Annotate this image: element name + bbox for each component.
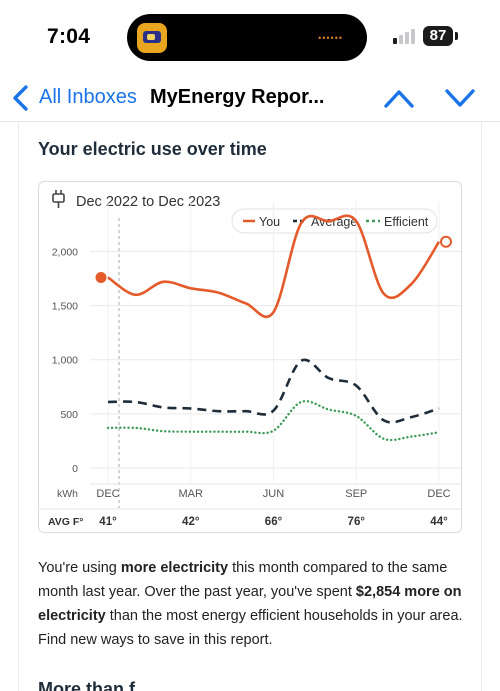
mail-navigation-bar: All Inboxes MyEnergy Repor... [0, 74, 500, 122]
legend-efficient-label: Efficient [384, 215, 429, 229]
y-tick-label: 500 [60, 409, 78, 421]
temperature-value: 76° [348, 516, 366, 528]
temperature-value: 41° [99, 516, 117, 528]
usage-summary-text: You're using more electricity this month… [38, 556, 468, 652]
series-end-point [440, 235, 452, 248]
series-line-efficient [106, 399, 441, 442]
x-tick-label: JUN [263, 488, 284, 500]
chart-series [95, 214, 452, 442]
live-activity-dots-icon: •••••• [318, 33, 343, 43]
x-tick-label: DEC [427, 488, 450, 500]
status-bar: 7:04 •••••• 87 [0, 0, 500, 74]
electric-use-chart: Dec 2022 to Dec 2023 You Average Efficie… [38, 181, 462, 533]
battery-level: 87 [423, 26, 453, 46]
cellular-signal-icon [393, 28, 417, 44]
x-tick-label: MAR [179, 488, 204, 500]
legend-you-label: You [259, 215, 280, 229]
chart-grid [90, 202, 461, 508]
back-chevron-icon[interactable] [10, 84, 32, 112]
summary-bold-2: $2,854 more on electricity [38, 584, 462, 624]
temperature-row-label: AVG F° [48, 516, 84, 528]
summary-text-3: than the most energy efficient household… [38, 608, 463, 648]
next-section-title: More than f... [38, 679, 150, 691]
summary-text-1: You're using [38, 560, 121, 576]
summary-bold-1: more electricity [120, 560, 229, 576]
chart-period: Dec 2022 to Dec 2023 [76, 194, 220, 210]
series-start-point [95, 271, 107, 283]
summary-text-2: this month compared to the same month la… [38, 560, 448, 600]
y-tick-label: 1,000 [52, 355, 78, 367]
series-line-you [107, 214, 441, 319]
back-to-inboxes-button[interactable]: All Inboxes [39, 86, 137, 108]
x-tick-label: SEP [345, 488, 367, 500]
y-tick-label: 1,500 [52, 301, 78, 313]
y-tick-label: 0 [72, 463, 78, 475]
next-message-chevron-down-icon[interactable] [443, 84, 477, 112]
live-activity-app-icon[interactable] [137, 23, 167, 53]
x-tick-label: DEC [96, 488, 119, 500]
y-tick-label: 2,000 [52, 246, 78, 258]
temperature-values: 41° 42° 66° 76° 44° [99, 516, 448, 528]
temperature-value: 42° [182, 516, 200, 528]
email-content-card [18, 122, 482, 691]
chart-axis-ticks: 0 500 1,000 1,500 2,000 kWh DEC MAR JUN SEP DEC [52, 246, 451, 500]
section-title: Your electric use over time [38, 139, 267, 159]
previous-message-chevron-up-icon[interactable] [382, 84, 416, 112]
battery-cap-icon [455, 32, 458, 40]
series-line-average [107, 358, 440, 424]
dynamic-island[interactable]: •••••• [127, 14, 367, 61]
temperature-value: 44° [430, 516, 448, 528]
y-axis-unit-label: kWh [57, 488, 78, 500]
electric-use-chart-svg: Dec 2022 to Dec 2023 You Average Efficie… [39, 190, 461, 528]
status-time: 7:04 [47, 25, 91, 48]
plug-icon [52, 190, 65, 208]
email-subject: MyEnergy Repor... [150, 86, 325, 108]
temperature-value: 66° [265, 516, 283, 528]
